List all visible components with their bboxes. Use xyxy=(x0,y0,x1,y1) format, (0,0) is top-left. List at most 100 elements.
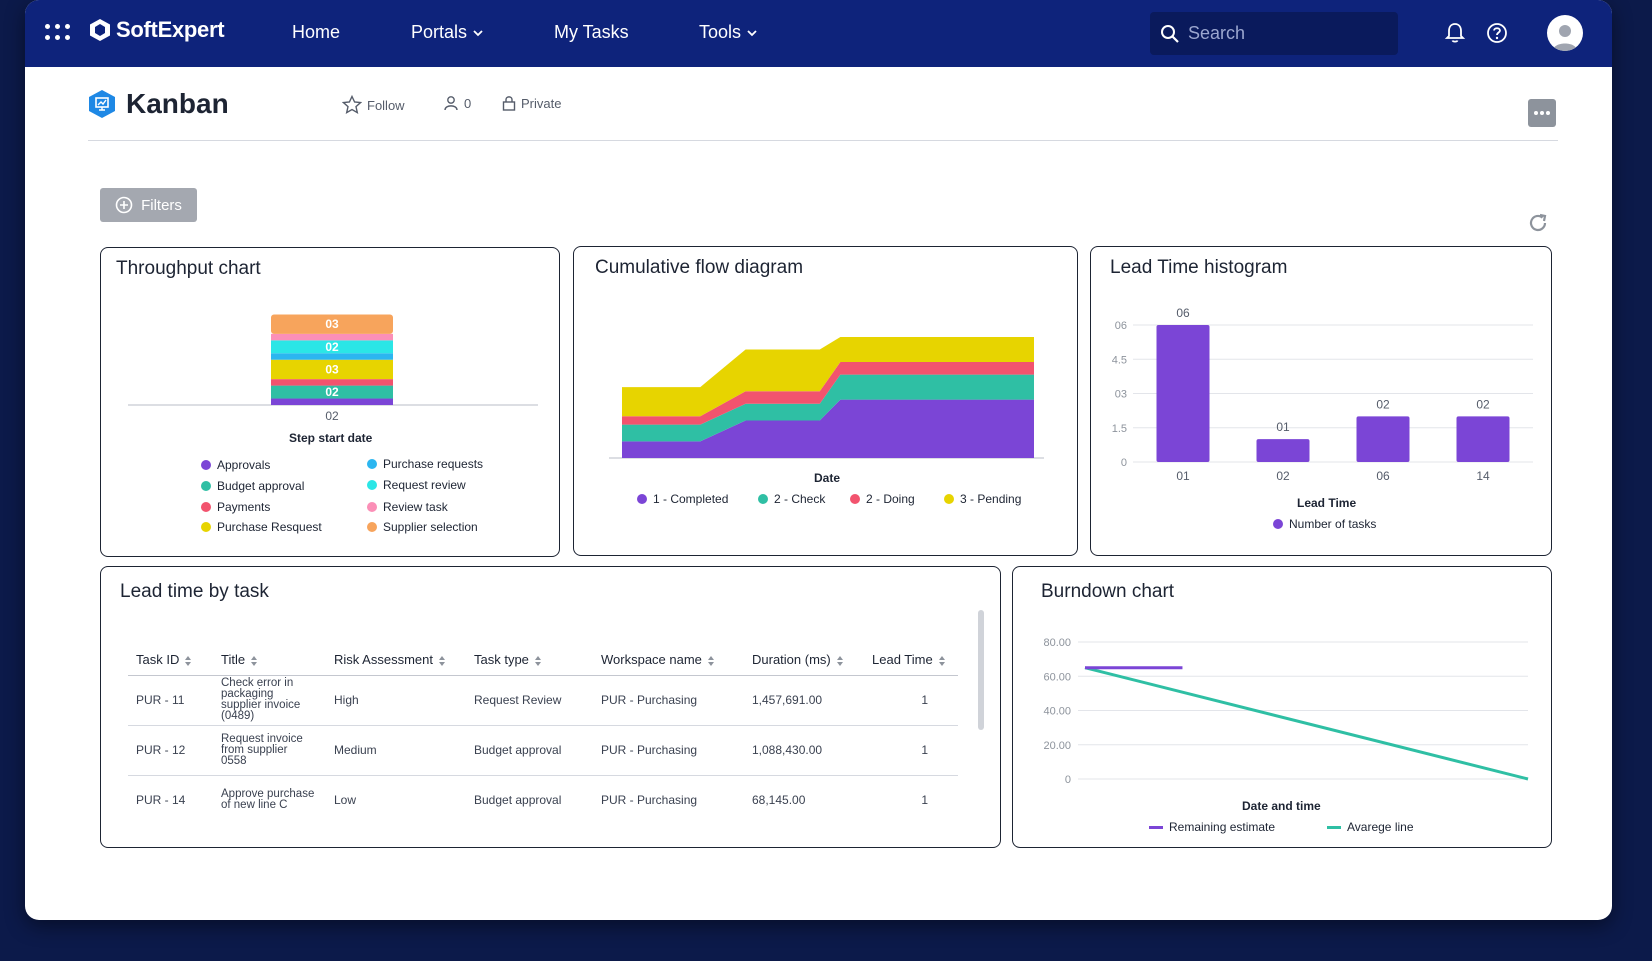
app-frame: SoftExpert Home Portals My Tasks Tools xyxy=(25,0,1612,920)
histogram-x-tick: 02 xyxy=(1276,469,1290,483)
throughput-chart-card: Throughput chart 02 03 02 03 02 Step start d… xyxy=(100,247,560,557)
legend-supplier-selection[interactable]: Supplier selection xyxy=(367,520,478,534)
nav-portals-label: Portals xyxy=(411,22,468,42)
throughput-bar-segment xyxy=(271,353,393,360)
cfd-area-2-doing xyxy=(622,362,1034,425)
follow-button[interactable]: Follow xyxy=(342,95,405,115)
table-row[interactable]: PUR - 14 Approve purchase of new line C … xyxy=(128,775,958,825)
cell-task-id: PUR - 11 xyxy=(128,675,213,726)
nav-home[interactable]: Home xyxy=(292,22,340,43)
histogram-bar xyxy=(1256,439,1310,462)
burndown-chart-card: Burndown chart 0 20.00 40.00 60.00 80.00 Dat… xyxy=(1012,566,1552,848)
throughput-title: Throughput chart xyxy=(116,258,261,279)
user-icon xyxy=(444,96,458,111)
legend-check[interactable]: 2 - Check xyxy=(758,492,825,506)
cell-task-id: PUR - 14 xyxy=(136,793,186,808)
histogram-bar xyxy=(1356,416,1410,462)
cell-risk: Low xyxy=(334,793,357,808)
search-box[interactable] xyxy=(1150,12,1398,55)
nav-tools[interactable]: Tools xyxy=(699,22,757,43)
lead-time-table: Task ID Title Risk Assessment Task type … xyxy=(128,645,958,825)
burndown-y-tick: 0 xyxy=(1065,774,1071,786)
brand-logo[interactable]: SoftExpert xyxy=(88,17,225,43)
burndown-title: Burndown chart xyxy=(1041,581,1175,602)
legend-request-review[interactable]: Request review xyxy=(367,478,466,492)
filters-button[interactable]: Filters xyxy=(100,188,197,222)
col-duration[interactable]: Duration (ms) xyxy=(744,645,864,676)
cumulative-flow-card: Cumulative flow diagram Date 1 - Complet… xyxy=(573,246,1078,556)
legend-pending[interactable]: 3 - Pending xyxy=(944,492,1021,506)
sort-icon xyxy=(185,655,192,666)
page-header: Kanban Follow 0 Private xyxy=(88,80,1558,141)
throughput-bar-segment xyxy=(271,398,393,405)
histogram-y-tick: 0 xyxy=(1121,457,1127,469)
burndown-x-label: Date and time xyxy=(1242,799,1321,813)
throughput-bar-segment xyxy=(271,333,393,341)
col-risk-assessment[interactable]: Risk Assessment xyxy=(326,645,466,676)
histogram-data-label: 02 xyxy=(1476,397,1490,411)
lock-icon xyxy=(502,96,516,111)
star-icon xyxy=(342,95,362,115)
col-lead-time[interactable]: Lead Time xyxy=(864,645,958,676)
throughput-x-tick: 02 xyxy=(325,409,339,423)
histogram-x-label: Lead Time xyxy=(1297,496,1357,510)
throughput-bar-segment xyxy=(271,379,393,386)
throughput-data-label: 03 xyxy=(325,317,339,331)
legend-purchase-resquest[interactable]: Purchase Resquest xyxy=(201,520,322,534)
throughput-chart: 02 03 02 03 02 xyxy=(128,314,538,423)
user-icon xyxy=(1553,25,1577,51)
histogram-y-tick: 03 xyxy=(1115,389,1127,401)
burndown-y-tick: 80.00 xyxy=(1043,637,1071,649)
cell-duration: 1,457,691.00 xyxy=(744,675,864,726)
col-task-id[interactable]: Task ID xyxy=(128,645,213,676)
search-input[interactable] xyxy=(1188,23,1378,44)
cell-duration: 68,145.00 xyxy=(752,793,806,808)
burndown-chart: 0 20.00 40.00 60.00 80.00 xyxy=(1043,637,1529,786)
table-row[interactable]: PUR - 11 Check error in packaging suppli… xyxy=(128,675,958,726)
more-options-button[interactable] xyxy=(1528,99,1556,127)
cell-title: Approve purchase of new line C xyxy=(221,788,315,812)
bell-icon[interactable] xyxy=(1444,22,1466,44)
col-workspace-name[interactable]: Workspace name xyxy=(593,645,744,676)
histogram-bar xyxy=(1456,416,1510,462)
legend-number-of-tasks[interactable]: Number of tasks xyxy=(1273,517,1376,531)
search-icon xyxy=(1161,24,1179,43)
histogram-x-tick: 01 xyxy=(1176,469,1190,483)
legend-average-line[interactable]: Avarege line xyxy=(1327,820,1414,834)
burndown-y-tick: 40.00 xyxy=(1043,706,1071,718)
histogram-x-tick: 14 xyxy=(1476,469,1490,483)
legend-remaining-estimate[interactable]: Remaining estimate xyxy=(1149,820,1275,834)
legend-completed[interactable]: 1 - Completed xyxy=(637,492,728,506)
legend-payments[interactable]: Payments xyxy=(201,500,270,514)
chevron-down-icon xyxy=(747,29,757,36)
refresh-icon[interactable] xyxy=(1527,212,1549,234)
help-icon[interactable] xyxy=(1486,22,1508,44)
cfd-area-1-completed xyxy=(622,399,1034,458)
lead-time-histogram: 0 1.5 03 4.5 06 06 01 01 02 02 06 02 14 xyxy=(1112,306,1533,483)
table-row[interactable]: PUR - 12 Request invoice from supplier 0… xyxy=(128,725,958,776)
nav-my-tasks[interactable]: My Tasks xyxy=(554,22,629,43)
follow-label: Follow xyxy=(367,97,405,113)
table-scrollbar[interactable] xyxy=(978,610,984,730)
lead-table-title: Lead time by task xyxy=(120,581,269,602)
sort-icon xyxy=(438,655,445,666)
legend-budget-approval[interactable]: Budget approval xyxy=(201,479,304,493)
table-header-row: Task ID Title Risk Assessment Task type … xyxy=(128,645,958,676)
sort-icon xyxy=(938,655,945,666)
col-task-type[interactable]: Task type xyxy=(466,645,593,676)
col-title[interactable]: Title xyxy=(213,645,326,676)
members-count[interactable]: 0 xyxy=(443,95,471,111)
histogram-title: Lead Time histogram xyxy=(1110,257,1288,278)
cell-workspace: PUR - Purchasing xyxy=(593,725,744,776)
user-avatar[interactable] xyxy=(1547,15,1583,51)
privacy-status[interactable]: Private xyxy=(502,95,561,111)
legend-purchase-requests[interactable]: Purchase requests xyxy=(367,457,483,471)
legend-review-task[interactable]: Review task xyxy=(367,500,448,514)
cell-task-type: Budget approval xyxy=(474,793,562,808)
legend-doing[interactable]: 2 - Doing xyxy=(850,492,915,506)
nav-portals[interactable]: Portals xyxy=(411,22,483,43)
app-launcher-icon[interactable] xyxy=(45,24,71,42)
cell-lead-time: 1 xyxy=(921,793,928,808)
sort-icon xyxy=(836,655,843,666)
legend-approvals[interactable]: Approvals xyxy=(201,458,270,472)
